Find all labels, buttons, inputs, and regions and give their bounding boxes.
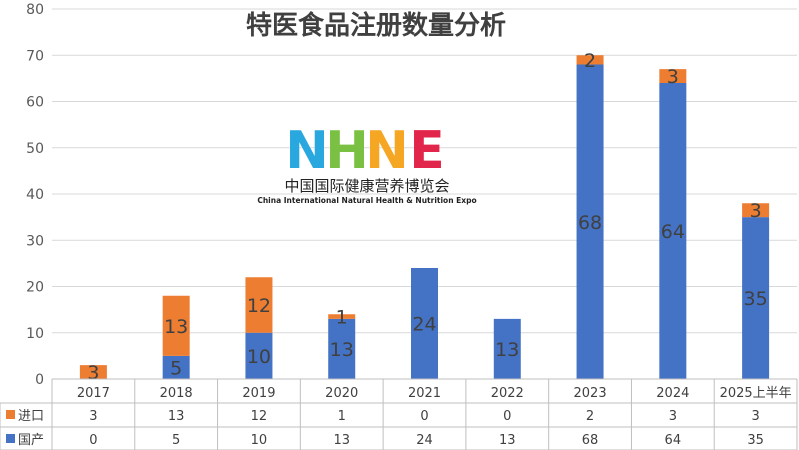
category-label: 2020 <box>325 386 358 401</box>
table-cell: 0 <box>503 409 511 424</box>
bar-data-label: 1 <box>336 307 348 329</box>
table-cell: 3 <box>669 409 677 424</box>
bar-data-label: 2 <box>584 50 596 72</box>
bar-data-label: 3 <box>750 200 762 222</box>
data-table: 2017 2018 2019 2020 2021 2022 2023 2024 2025上半年进… <box>0 378 798 450</box>
table-cell: 5 <box>172 433 180 448</box>
bar-data-label: 13 <box>164 316 188 338</box>
legend-swatch <box>6 410 15 419</box>
bar-segment-domestic <box>411 268 438 379</box>
table-cell: 13 <box>168 409 185 424</box>
table-cell: 3 <box>89 409 97 424</box>
logo-letter: N <box>365 121 409 181</box>
logo-title-zh: 中国国际健康营养博览会 <box>284 177 449 195</box>
y-tick-label: 50 <box>26 141 44 157</box>
bar-segment-imported <box>659 69 687 83</box>
y-tick-label: 70 <box>26 48 44 64</box>
bar-data-label: 13 <box>495 339 519 361</box>
category-label: 2024 <box>656 386 689 401</box>
logo-letter: N <box>285 121 329 181</box>
category-label: 2018 <box>160 386 193 401</box>
table-cell: 35 <box>747 433 764 448</box>
category-label: 2023 <box>574 386 607 401</box>
table-cell: 64 <box>665 433 682 448</box>
bar-segment-imported <box>245 277 273 333</box>
bar-data-label: 13 <box>330 339 354 361</box>
y-tick-label: 0 <box>35 372 44 388</box>
y-tick-label: 60 <box>26 95 44 111</box>
y-tick-label: 20 <box>26 280 44 296</box>
bar-data-label: 68 <box>578 212 602 234</box>
bar-segment-domestic <box>659 83 687 379</box>
bar-segment-domestic <box>576 64 604 379</box>
logo-letter: E <box>409 121 445 181</box>
bar-segment-imported <box>328 314 356 319</box>
y-tick-label: 80 <box>26 2 44 18</box>
table-cell: 13 <box>333 433 350 448</box>
logo-letter: H <box>325 121 369 181</box>
category-label: 2019 <box>242 386 275 401</box>
bar-data-label: 12 <box>247 295 271 317</box>
bar-segment-imported <box>162 295 190 356</box>
bar-data-label: 64 <box>661 221 685 243</box>
bar-data-label: 35 <box>744 288 768 310</box>
nhne-logo: 中国国际健康营养博览会 China International Natural … <box>257 121 476 205</box>
bar-data-label: 3 <box>667 66 679 88</box>
table-cell: 1 <box>338 409 346 424</box>
category-label: 2022 <box>491 386 524 401</box>
bar-data-label: 10 <box>247 346 271 368</box>
table-cell: 12 <box>251 409 268 424</box>
legend-label: 国产 <box>18 433 44 448</box>
bar-segment-imported <box>576 55 604 65</box>
y-axis: 0 10 20 30 40 50 60 70 80 <box>26 2 44 388</box>
logo-title-en: China International Natural Health & Nut… <box>257 196 476 205</box>
y-tick-label: 40 <box>26 187 44 203</box>
legend-swatch <box>6 434 15 443</box>
bar-segment-domestic <box>162 355 190 379</box>
bar-segment-imported <box>79 365 107 379</box>
table-cell: 13 <box>499 433 516 448</box>
bar-segment-domestic <box>245 332 273 379</box>
bar-segment-domestic <box>493 318 521 379</box>
bar-segment-domestic <box>742 217 770 379</box>
category-label: 2021 <box>408 386 441 401</box>
bar-data-label: 24 <box>412 314 436 336</box>
table-cell: 3 <box>751 409 759 424</box>
bar-segment-domestic <box>328 318 356 379</box>
category-label: 2025上半年 <box>720 386 792 401</box>
chart-title: 特医食品注册数量分析 <box>246 10 506 41</box>
bar-data-label: 5 <box>170 357 182 379</box>
table-cell: 0 <box>420 409 428 424</box>
y-tick-label: 30 <box>26 233 44 249</box>
bar-data-label: 3 <box>87 362 99 384</box>
table-cell: 10 <box>251 433 268 448</box>
bar-segment-imported <box>742 203 770 218</box>
table-cell: 0 <box>89 433 97 448</box>
table-cell: 68 <box>582 433 599 448</box>
category-label: 2017 <box>77 386 110 401</box>
table-cell: 2 <box>586 409 594 424</box>
y-tick-label: 10 <box>26 326 44 342</box>
legend-label: 进口 <box>18 409 44 424</box>
table-cell: 24 <box>416 433 433 448</box>
